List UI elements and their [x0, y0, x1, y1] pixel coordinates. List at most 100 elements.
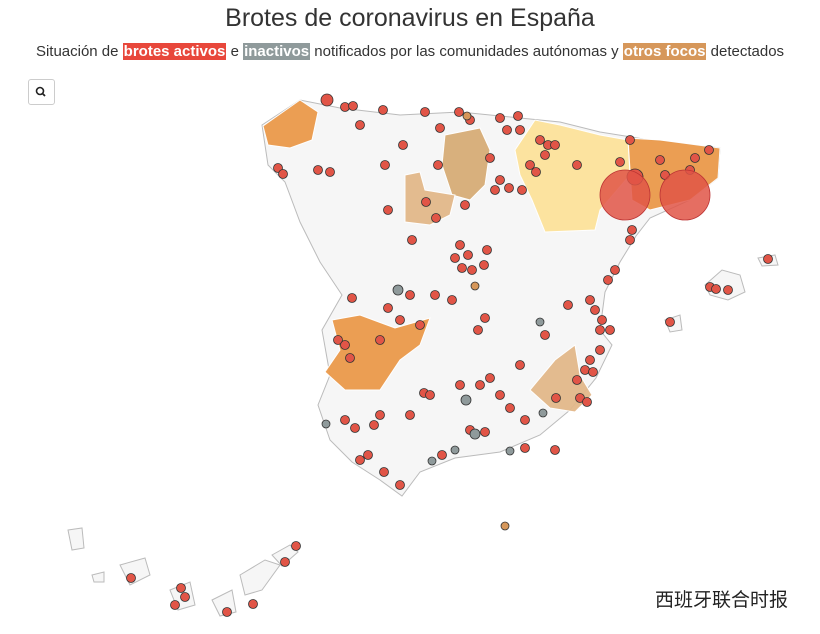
canary-1: [67, 527, 85, 551]
outbreak-marker: [610, 265, 620, 275]
subtitle-text: Situación de: [35, 43, 119, 60]
outbreak-marker: [605, 325, 615, 335]
outbreak-marker: [588, 367, 598, 377]
outbreak-marker: [460, 200, 470, 210]
outbreak-marker: [380, 160, 390, 170]
markers: [126, 93, 773, 617]
outbreak-marker: [504, 183, 514, 193]
outbreak-marker: [538, 408, 548, 418]
outbreak-marker: [723, 285, 733, 295]
outbreak-marker: [603, 275, 613, 285]
outbreak-marker: [460, 394, 472, 406]
watermark: 西班牙联合时报: [655, 590, 789, 611]
outbreak-marker: [383, 303, 393, 313]
outbreak-marker: [525, 160, 535, 170]
outbreak-marker: [345, 353, 355, 363]
outbreak-marker: [490, 185, 500, 195]
outbreak-marker: [582, 397, 592, 407]
outbreak-marker: [495, 175, 505, 185]
outbreak-marker: [580, 365, 590, 375]
outbreak-marker: [563, 300, 573, 310]
outbreak-marker: [535, 135, 545, 145]
outbreak-marker: [248, 599, 258, 609]
outbreak-marker: [572, 160, 582, 170]
outbreak-marker: [463, 250, 473, 260]
outbreak-marker: [482, 245, 492, 255]
outbreak-marker: [517, 185, 527, 195]
outbreak-marker: [485, 153, 495, 163]
outbreak-marker: [704, 145, 714, 155]
canary-6: [239, 559, 281, 596]
outbreak-marker: [415, 320, 425, 330]
outbreak-marker: [480, 427, 490, 437]
outbreak-marker: [313, 165, 323, 175]
legend-inactive: inactivos: [243, 43, 311, 60]
subtitle-text: detectados: [710, 43, 785, 60]
outbreak-marker: [763, 254, 773, 264]
region-galicia: [262, 99, 319, 149]
outbreak-marker: [375, 410, 385, 420]
outbreak-marker: [430, 290, 440, 300]
region-extremadura: [324, 314, 431, 391]
outbreak-marker: [427, 456, 437, 466]
subtitle-text: e: [230, 43, 239, 60]
outbreak-marker: [457, 263, 467, 273]
outbreak-marker: [485, 373, 495, 383]
outbreak-marker: [550, 445, 560, 455]
outbreak-marker: [550, 140, 560, 150]
outbreak-marker: [659, 169, 711, 221]
canary-7: [271, 544, 299, 567]
outbreak-marker: [551, 393, 561, 403]
outbreak-marker: [333, 335, 343, 345]
subtitle-text: notificados por las comunidades autónoma…: [314, 43, 619, 60]
outbreak-marker: [655, 155, 665, 165]
search-icon: [35, 86, 46, 97]
outbreak-marker: [475, 380, 485, 390]
outbreak-marker: [395, 480, 405, 490]
outbreak-marker: [405, 410, 415, 420]
outbreak-marker: [595, 345, 605, 355]
outbreak-marker: [455, 240, 465, 250]
outbreak-marker: [595, 325, 605, 335]
outbreak-marker: [515, 125, 525, 135]
outbreak-marker: [222, 607, 232, 617]
search-button[interactable]: [28, 79, 55, 105]
outbreak-marker: [585, 295, 595, 305]
outbreak-marker: [407, 235, 417, 245]
outbreak-marker: [450, 253, 460, 263]
outbreak-marker: [450, 445, 460, 455]
outbreak-marker: [369, 420, 379, 430]
outbreak-marker: [467, 265, 477, 275]
outbreak-marker: [690, 153, 700, 163]
region-castilla: [441, 127, 491, 201]
outbreak-marker: [585, 355, 595, 365]
outbreak-marker: [540, 330, 550, 340]
outbreak-marker: [502, 125, 512, 135]
canary-3: [119, 557, 151, 586]
outbreak-marker: [355, 120, 365, 130]
outbreak-marker: [540, 150, 550, 160]
region-burgos: [404, 171, 456, 226]
canary-2: [91, 571, 105, 583]
outbreak-marker: [398, 140, 408, 150]
outbreak-marker: [447, 295, 457, 305]
outbreak-marker: [379, 467, 389, 477]
outbreak-marker: [469, 428, 481, 440]
legend-active: brotes activos: [122, 43, 227, 60]
outbreak-marker: [480, 313, 490, 323]
outbreak-marker: [395, 315, 405, 325]
outbreak-marker: [291, 541, 301, 551]
outbreak-marker: [425, 390, 435, 400]
outbreak-marker: [535, 317, 545, 327]
outbreak-marker: [495, 113, 505, 123]
outbreak-marker: [572, 375, 582, 385]
outbreak-marker: [431, 213, 441, 223]
outbreak-marker: [421, 197, 431, 207]
outbreak-marker: [665, 317, 675, 327]
outbreak-marker: [340, 102, 350, 112]
outbreak-marker: [363, 450, 373, 460]
legend-other: otros focos: [622, 43, 707, 60]
outbreak-marker: [180, 592, 190, 602]
outbreak-marker: [615, 157, 625, 167]
